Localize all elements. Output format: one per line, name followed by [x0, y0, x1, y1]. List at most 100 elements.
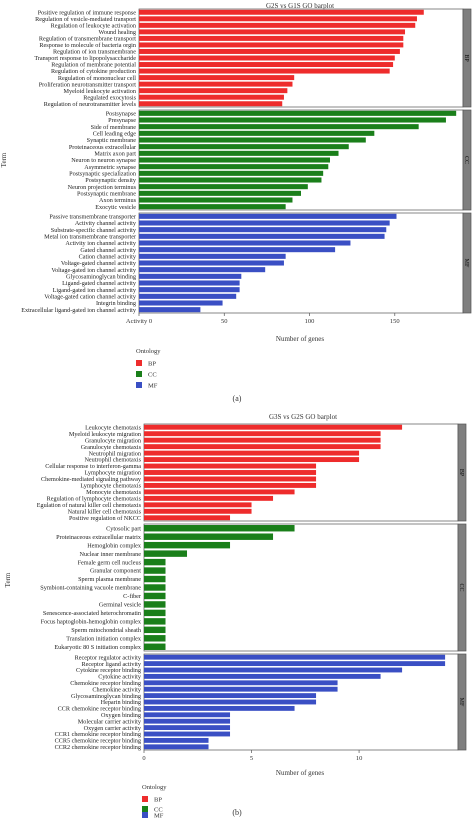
chartA-x-tick-label: 50: [221, 318, 228, 325]
chartB-mf-term-label: Chemokine receptor binding: [70, 680, 141, 687]
chartB-cc-bar: [144, 635, 166, 642]
chartA-bp-term-label: Regulation of membrane potential: [51, 62, 136, 69]
chartB-mf-bar: [144, 725, 231, 731]
chartA-x-tick-label: Activity 0: [126, 318, 152, 325]
chartA-cc-term-label: Proteinaceous extracellular: [69, 144, 136, 151]
chartA-mf-bar: [139, 307, 201, 313]
chartA-bp-bar: [139, 55, 395, 61]
chartB-mf-bar: [144, 712, 231, 718]
chartB-mf-bar: [144, 737, 209, 743]
chartA-mf-term-label: Glycosaminoglycan binding: [66, 274, 136, 281]
chartA-mf-term-label: Metal ion transmembrane transporter: [44, 234, 136, 241]
chartB-mf-bar: [144, 686, 338, 692]
chartA-cc-term-label: Axon terminus: [99, 197, 137, 204]
chartA-bp-bar: [139, 16, 417, 22]
chartB-bp-term-label: Positive regulation of NKCC: [69, 515, 141, 522]
chartB-cc-term-label: C-fiber: [123, 593, 141, 600]
chartB-bp-bar: [144, 431, 381, 437]
chartB-mf-facet-strip: [457, 653, 467, 751]
chartA-cc-term-label: Postsynaptic membrane: [77, 191, 136, 198]
chartB-bp-term-label: Leukocyte chemotaxis: [85, 424, 141, 431]
chartB-cc-term-label: Senescence-associated heterochromatin: [43, 610, 141, 617]
chartA-cc-strip-label: CC: [463, 156, 469, 164]
chartA-mf-bar: [139, 253, 286, 259]
chartB-cc-bar: [144, 601, 166, 608]
chartB-cc-term-label: Focus haptoglobin-hemoglobin complex: [41, 619, 142, 626]
legend-label-bp: BP: [154, 797, 162, 804]
chartB-mf-term-label: Receptor regulator activity: [75, 654, 142, 661]
chartB-cc-bar: [144, 592, 166, 600]
chartA-bp-bar: [139, 62, 394, 68]
legend-label-cc: CC: [148, 372, 157, 379]
chartB-cc-term-label: Cytosolic part: [106, 525, 141, 532]
chartB-cc-term-label: Nuclear inner membrane: [79, 551, 141, 558]
chartB-bp-bar: [144, 502, 252, 508]
chartA-mf-bar: [139, 247, 336, 253]
chartA-bp-bar: [139, 42, 404, 48]
chartB-bp-bar: [144, 515, 231, 521]
chartB-cc-bar: [144, 584, 166, 591]
legend-swatch-bp: [142, 796, 148, 802]
chartB-cc-bar: [144, 550, 188, 557]
chartB-cc-term-label: Sperm plasma membrane: [78, 576, 141, 583]
chartA-x-tick-label: 150: [390, 318, 400, 325]
chart-a-legend-cc: CC: [136, 371, 157, 379]
chartA-cc-bar: [139, 137, 366, 143]
chartB-mf-strip-label: MF: [458, 698, 464, 707]
legend-label-cc: CC: [154, 807, 163, 814]
chartA-cc-term-label: Postsynaptic specialization: [69, 171, 136, 178]
chartA-mf-bar: [139, 267, 266, 273]
chartB-mf-bar: [144, 744, 209, 750]
chartA-bp-bar: [139, 48, 400, 54]
chartA-bp-term-label: Regulation of transmembrane transport: [39, 36, 136, 43]
chartB-mf-term-label: Heparin binding: [101, 699, 141, 706]
chartA-cc-term-label: Matrix axon part: [94, 151, 136, 158]
chartB-mf-bar: [144, 705, 295, 711]
chartB-cc-strip-label: CC: [458, 583, 464, 591]
chartA-mf-term-label: Voltage-gated channel activity: [61, 260, 137, 267]
chartB-mf-term-label: CCR1 chemokine receptor binding: [55, 731, 141, 738]
chart-a-ylabel: Term: [0, 152, 8, 167]
chart-b-legend-mf: MF: [142, 812, 164, 819]
chartA-bp-term-label: Transport response to lipopolysaccharide: [34, 55, 136, 62]
chartB-mf-term-label: Glycosaminoglycan binding: [71, 693, 141, 700]
chartA-bp-term-label: Regulation of cytokine production: [51, 68, 136, 75]
panel-b-label: (b): [232, 808, 242, 817]
chartA-bp-bar: [139, 35, 404, 41]
chart-b-legend-bp: BP: [142, 796, 162, 804]
chartA-mf-bar: [139, 233, 385, 239]
chartB-mf-bar: [144, 731, 231, 737]
chartA-cc-term-label: Exocytic vesicle: [95, 204, 136, 211]
chartB-cc-bar: [144, 558, 166, 566]
chartA-cc-term-label: Cell leading edge: [93, 131, 137, 138]
chartB-bp-term-label: Neutrophil chemotaxis: [84, 457, 141, 464]
chart-b-title: G3S vs G2S GO barplot: [269, 413, 337, 421]
chartB-cc-bar: [144, 609, 166, 617]
chartB-mf-term-label: CCR5 chemokine receptor binding: [55, 738, 141, 745]
chartA-mf-bar: [139, 300, 223, 306]
chartB-bp-term-label: Granulocyte chemotaxis: [81, 444, 142, 451]
chartA-mf-bar: [139, 293, 237, 299]
chart-a-xlabel: Number of genes: [276, 335, 324, 343]
chartA-bp-bar: [139, 9, 424, 15]
chartB-cc-term-label: Granular component: [90, 568, 141, 575]
chartB-cc-term-label: Sperm mitochondrial sheath: [71, 627, 142, 634]
chartA-cc-bar: [139, 110, 457, 116]
chartB-mf-bar: [144, 654, 446, 660]
chartA-cc-term-label: Neuron projection terminus: [68, 184, 137, 191]
chartA-bp-term-label: Regulation of ion transmembrane: [53, 49, 136, 56]
chartA-cc-bar: [139, 144, 349, 150]
chartB-cc-term-label: Translation initiation complex: [66, 635, 142, 642]
legend-swatch-mf: [142, 812, 148, 818]
chartB-bp-bar: [144, 470, 317, 475]
chartA-bp-bar: [139, 29, 406, 35]
chartA-cc-term-label: Asymmetric synapse: [84, 164, 136, 171]
chart-a-legend-bp: BP: [136, 360, 156, 368]
legend-swatch-cc: [142, 806, 148, 812]
legend-label-mf: MF: [154, 813, 164, 819]
chartB-cc-term-label: Eukaryotic 80 S initiation complex: [54, 644, 142, 651]
chartB-mf-term-label: Receptor ligand activity: [82, 661, 142, 668]
chartB-bp-bar: [144, 489, 295, 495]
chartA-cc-bar: [139, 204, 286, 210]
